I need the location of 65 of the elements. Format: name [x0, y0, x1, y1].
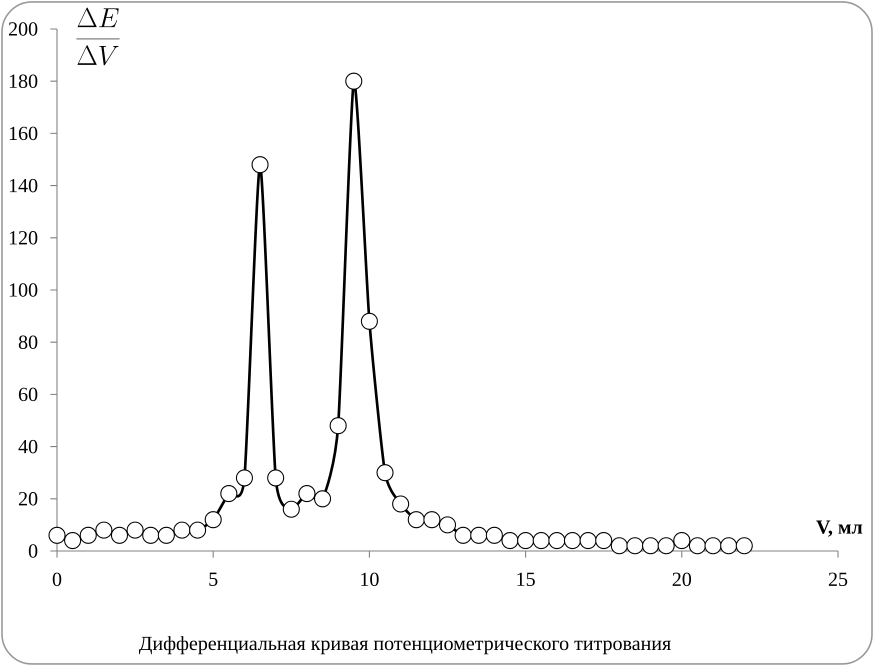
x-tick-label: 0 [52, 572, 62, 586]
point [314, 490, 332, 508]
point [95, 522, 112, 539]
point [110, 526, 128, 544]
point [626, 537, 644, 554]
y-tick-label: 60 [18, 388, 38, 402]
x-tick-label: 5 [209, 572, 218, 586]
point [64, 532, 82, 550]
y-tick-label: 20 [18, 492, 38, 506]
x-tick-label: 15 [517, 572, 535, 586]
point [580, 532, 597, 550]
point [423, 511, 440, 528]
point [486, 526, 503, 544]
point [126, 522, 144, 539]
y-tick-label: 160 [10, 126, 38, 140]
point [438, 516, 456, 534]
y-tick-label: 100 [10, 283, 38, 297]
point [470, 526, 488, 544]
point [158, 526, 175, 544]
point [220, 485, 238, 502]
point [564, 532, 581, 550]
point [252, 156, 269, 174]
text: Дифференциальная кривая потенциометрического титрования [138, 636, 671, 654]
y-tick-label: 140 [10, 178, 38, 192]
point [376, 464, 394, 482]
point [673, 532, 690, 550]
y-axis-title: $\frac{\Delta E}{\Delta V}$ [76, 8, 120, 66]
point [345, 72, 362, 90]
point [204, 511, 222, 528]
point [330, 417, 347, 434]
point [532, 532, 550, 550]
point [517, 532, 534, 550]
point [454, 526, 472, 544]
y-tick-label: 40 [18, 440, 38, 454]
x-tick-label: 25 [828, 572, 848, 586]
y-tick-label: 180 [10, 74, 38, 88]
point [736, 537, 753, 554]
point [704, 537, 722, 554]
point [501, 532, 519, 550]
point [298, 485, 316, 502]
point [548, 532, 566, 550]
x-tick-label: 10 [361, 572, 379, 586]
y-tick-label: 200 [8, 22, 38, 36]
point [408, 511, 425, 528]
point [48, 526, 66, 544]
point [267, 469, 284, 486]
point [610, 537, 628, 554]
point [360, 312, 378, 330]
y-tick-label: 80 [18, 335, 38, 349]
point [189, 522, 206, 539]
point [392, 495, 410, 513]
point [642, 537, 660, 554]
point [720, 537, 738, 554]
y-tick-label: 0 [28, 544, 38, 558]
point [282, 500, 300, 518]
point [688, 537, 706, 554]
point [173, 522, 190, 539]
y-tick-label: 120 [10, 231, 38, 245]
x-tick-label: 20 [672, 572, 692, 586]
point [236, 469, 253, 486]
point [80, 526, 97, 544]
point [142, 526, 160, 544]
x-axis-title: V, мл [816, 520, 862, 537]
point [595, 532, 612, 550]
point [658, 537, 675, 554]
